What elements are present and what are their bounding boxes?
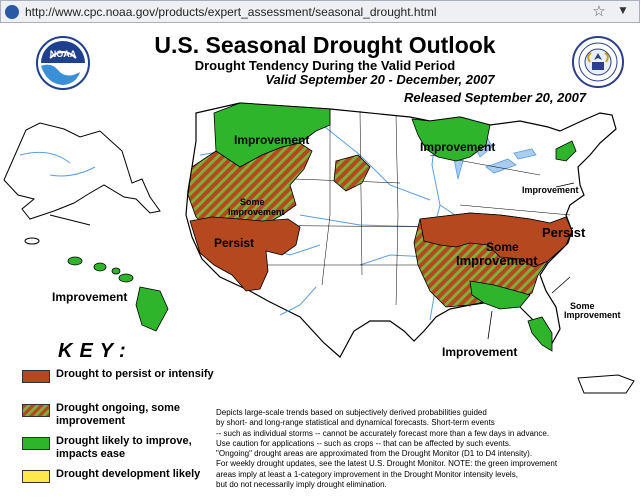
note-line: but do not necessarily imply drought eli… <box>216 480 387 490</box>
note-line: "Ongoing" drought areas are approximated… <box>216 449 533 459</box>
noaa-logo-icon: NOAA <box>36 36 90 90</box>
label-persist-west: Persist <box>214 236 255 250</box>
release-date: Released September 20, 2007 <box>403 90 587 105</box>
alaska-shape <box>3 122 161 220</box>
disclaimer-notes: Depicts large-scale trends based on subj… <box>216 408 636 490</box>
label-some-improvement-west-2: Improvement <box>228 207 285 217</box>
drought-outlook-map: Improvement Improvement Some Improvement… <box>0 95 642 395</box>
page-title: U.S. Seasonal Drought Outlook <box>154 32 496 58</box>
key-swatch-develop <box>22 470 50 483</box>
key-swatch-improve <box>22 437 50 450</box>
ne-improvement-area <box>411 116 491 162</box>
label-some-improvement-se-2: Improvement <box>456 253 538 268</box>
key-label-persist: Drought to persist or intensify <box>56 368 214 380</box>
label-persist-east: Persist <box>542 225 586 240</box>
key-label-ongoing: Drought ongoing, some improvement <box>56 402 181 427</box>
note-line: -- such as individual storms -- cannot b… <box>216 428 550 438</box>
key-swatch-persist <box>22 370 50 383</box>
puerto-rico-shape <box>577 374 635 394</box>
hawaii-islands <box>67 256 169 332</box>
note-line: areas imply at least a 1-category improv… <box>216 469 518 479</box>
label-ne-improvement: Improvement <box>420 140 496 154</box>
note-line: Depicts large-scale trends based on subj… <box>216 408 487 417</box>
label-east-improvement: Improvement <box>522 185 579 195</box>
url-text[interactable]: http://www.cpc.noaa.gov/products/expert_… <box>25 5 437 19</box>
central-ongoing-area <box>333 154 371 192</box>
gulf-improvement-area <box>469 280 531 310</box>
label-gulf-improvement: Improvement <box>442 345 518 359</box>
key-label-improve: Drought likely to improve, impacts ease <box>56 435 192 460</box>
label-some-improvement-se-1: Some <box>486 240 519 254</box>
label-nw-improvement: Improvement <box>234 133 310 147</box>
label-hawaii-improvement: Improvement <box>52 290 128 304</box>
bookmark-star-icon[interactable]: ☆ <box>592 2 606 20</box>
label-fl-some-2: Improvement <box>564 310 621 320</box>
address-bar[interactable]: http://www.cpc.noaa.gov/products/expert_… <box>0 0 640 23</box>
valid-period: Valid September 20 - December, 2007 <box>265 72 495 87</box>
us-map-graphic <box>3 102 635 394</box>
noaa-logo-text: NOAA <box>50 49 77 59</box>
key-swatch-ongoing <box>22 404 50 417</box>
noaa-favicon-icon <box>5 5 19 19</box>
dropdown-arrow-icon[interactable]: ▼ <box>619 6 627 16</box>
note-line: Use caution for applications -- such as … <box>216 438 512 448</box>
west-persist-area <box>189 216 301 292</box>
note-line: For weekly drought updates, see the late… <box>216 459 558 469</box>
key-label-develop: Drought development likely <box>56 468 201 480</box>
new-england-improvement <box>555 140 577 162</box>
page-subtitle: Drought Tendency During the Valid Period <box>194 58 456 73</box>
note-line: by short- and long-range statistical and… <box>216 418 495 428</box>
key-title: KEY: <box>58 340 133 362</box>
se-persist-area <box>419 212 573 268</box>
label-some-improvement-west-1: Some <box>240 197 265 207</box>
florida-improvement-area <box>527 316 553 352</box>
commerce-seal-icon <box>572 36 624 88</box>
label-fl-some-1: Some <box>570 301 595 311</box>
